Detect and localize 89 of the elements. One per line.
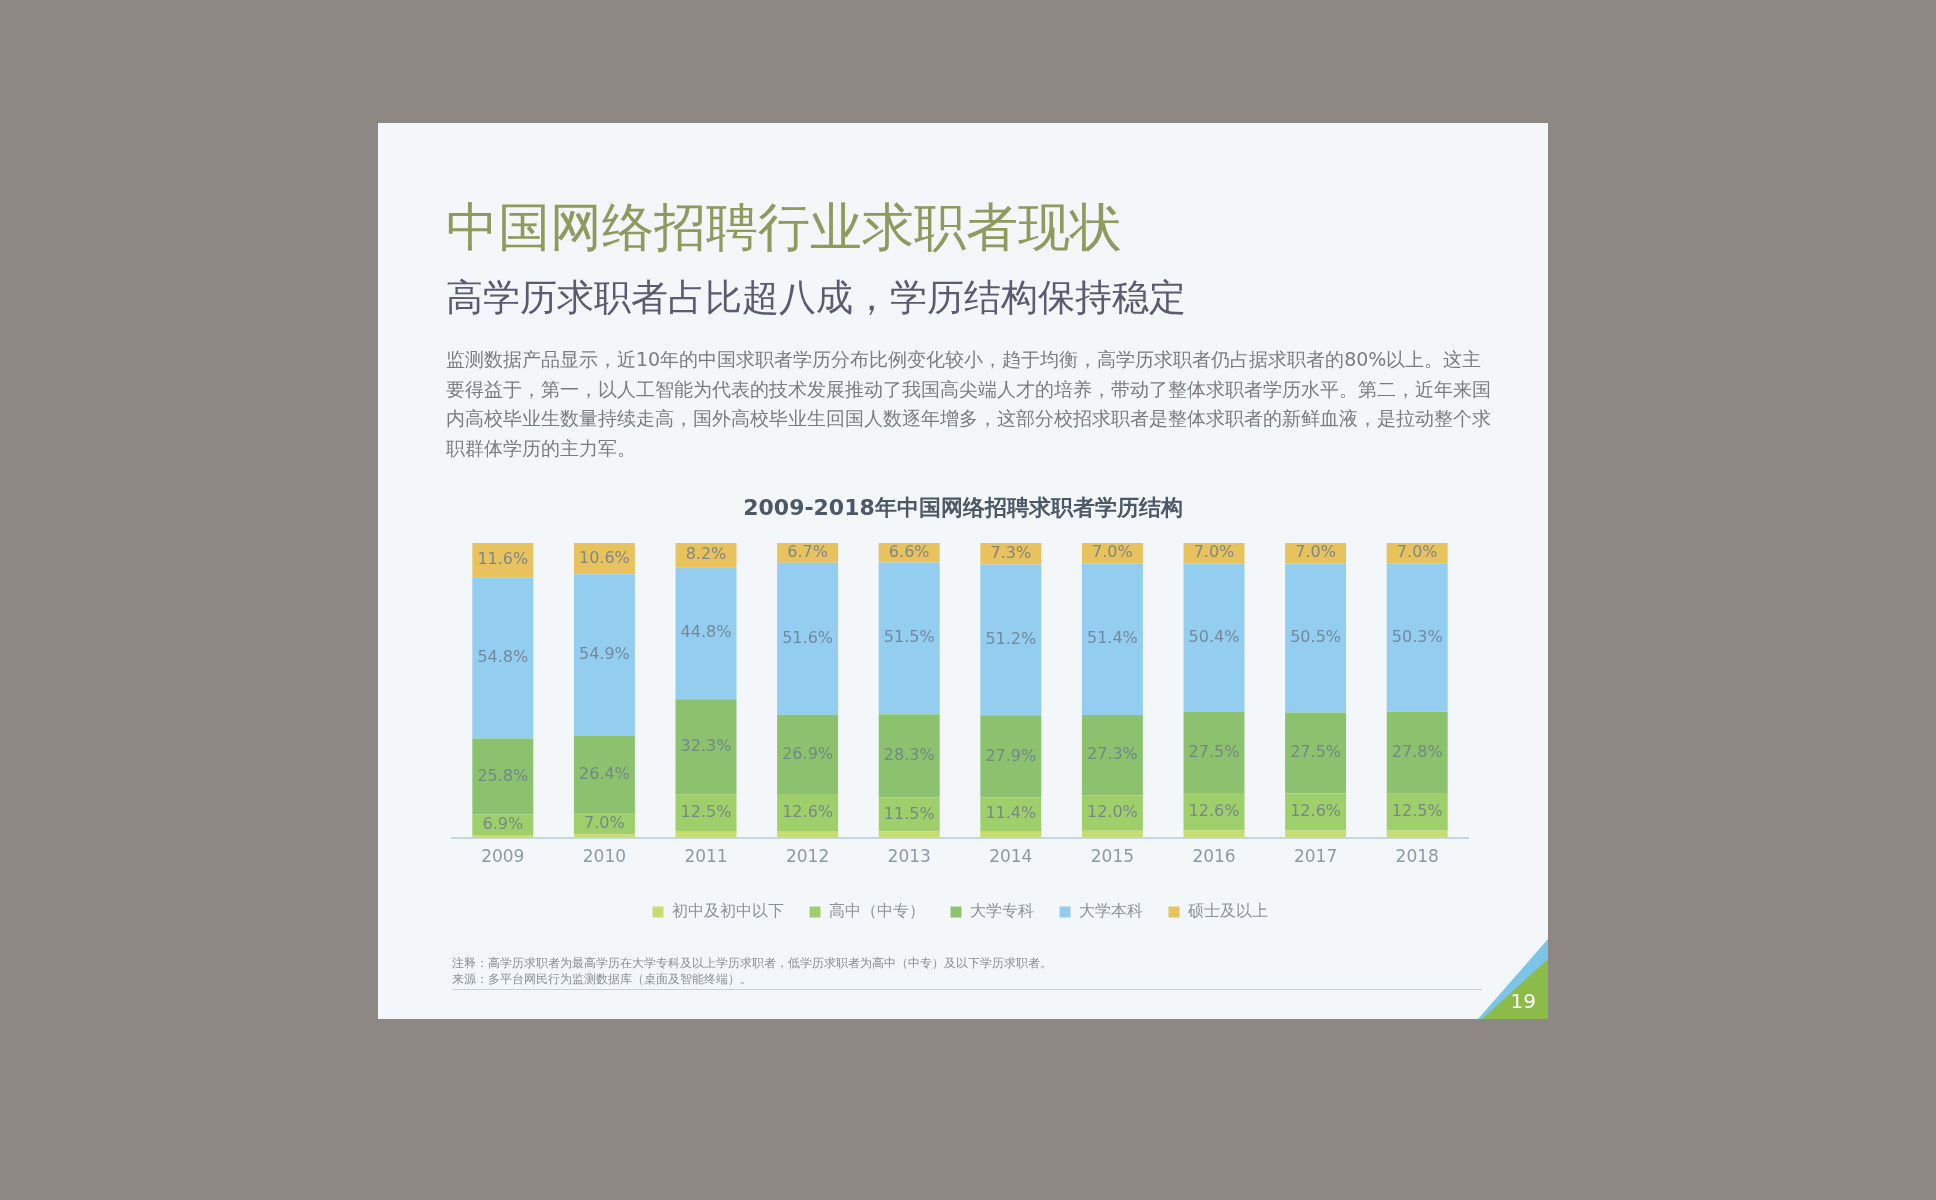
data-label: 12.0%: [1086, 802, 1138, 822]
bar: [980, 831, 1042, 838]
bar: [472, 577, 534, 739]
x-tick-label: 2018: [1395, 846, 1439, 867]
data-label: 50.5%: [1290, 627, 1342, 647]
text: 19: [1510, 989, 1536, 1013]
bar: [1183, 712, 1245, 794]
bar: [1285, 793, 1347, 831]
bar: [980, 564, 1042, 716]
data-label: 11.4%: [985, 803, 1037, 823]
bar: [777, 562, 839, 715]
data-label: 27.9%: [985, 745, 1037, 765]
data-label: 7.0%: [584, 813, 625, 833]
bar: [878, 714, 940, 798]
data-label: 50.4%: [1188, 627, 1240, 647]
chart-subtitle: 高学历求职者占比超八成，学历结构保持稳定: [446, 275, 1186, 321]
data-label: 6.6%: [888, 541, 930, 561]
chart-title: 中国网络招聘行业求职者现状: [446, 196, 1122, 259]
data-label: 28.3%: [883, 745, 935, 764]
bar: [472, 738, 534, 815]
data-label: 12.5%: [680, 801, 732, 821]
text: 2009-2018年中国网络招聘求职者学历结构: [742, 494, 1184, 522]
bar: [1081, 715, 1143, 796]
x-tick-label: 2013: [887, 846, 931, 867]
data-label: 7.0%: [1193, 542, 1235, 562]
legend-label: 硕士及以上: [1186, 901, 1268, 921]
x-tick-label: 2011: [684, 846, 728, 867]
legend-label: 大学本科: [1078, 901, 1143, 921]
data-label: 26.9%: [782, 743, 834, 763]
text: 监测数据产品显示，近10年的中国求职者学历分布比例变化较小，趋于均衡，高学历求职者仍占据求职者的80%以上。这主要得益于，第一，以人工智能为代表的技术发展推动了我国高尖端人才的培养，带动了整体求职者学历水平。第二，近年来国内高校毕业生数量持续走高，国外高校毕业生回国人数逐年增多，这部分校招求职者是整体求职者的新鲜血液，是拉动整个求职群体学历的主力军。: [446, 347, 1492, 461]
data-label: 8.2%: [685, 544, 727, 564]
bar: [573, 834, 635, 838]
x-tick-label: 2009: [481, 846, 525, 867]
bar: [1386, 711, 1448, 794]
bar: [573, 574, 635, 736]
data-label: 25.8%: [477, 765, 529, 785]
data-label: 51.6%: [782, 627, 834, 647]
data-label: 7.3%: [990, 542, 1032, 562]
data-label: 54.8%: [477, 647, 529, 667]
data-label: 6.7%: [787, 542, 828, 562]
data-label: 12.5%: [1391, 801, 1443, 821]
data-label: 44.8%: [680, 622, 732, 642]
data-label: 27.5%: [1188, 741, 1240, 761]
legend-label: 大学专科: [969, 901, 1034, 921]
data-label: 7.0%: [1092, 542, 1133, 562]
data-label: 27.3%: [1086, 744, 1138, 764]
bar: [777, 831, 839, 838]
bar: [1386, 563, 1448, 712]
bar: [777, 714, 839, 794]
data-label: 54.9%: [578, 644, 630, 664]
legend-label: 高中（中专）: [828, 901, 925, 921]
data-label: 11.5%: [883, 803, 935, 823]
bar: [980, 715, 1042, 798]
data-label: 7.0%: [1295, 542, 1336, 562]
source-note: 来源：多平台网民行为监测数据库（桌面及智能终端）。: [452, 971, 752, 988]
data-label: 12.6%: [1188, 800, 1240, 820]
bar: [573, 735, 635, 814]
bar: [878, 562, 940, 715]
bar: [1183, 563, 1245, 713]
data-label: 51.2%: [985, 629, 1037, 649]
x-tick-label: 2010: [582, 846, 627, 867]
bar: [675, 567, 737, 700]
x-tick-label: 2017: [1293, 846, 1338, 867]
bar: [675, 699, 737, 795]
data-label: 7.0%: [1396, 542, 1438, 562]
data-label: 12.6%: [782, 801, 834, 821]
data-label: 27.5%: [1290, 742, 1342, 762]
data-label: 6.9%: [482, 813, 524, 833]
legend-label: 初中及初中以下: [671, 901, 784, 921]
data-label: 12.6%: [1290, 801, 1342, 821]
data-label: 51.5%: [883, 627, 935, 647]
text: 注释：高学历求职者为最高学历在大学专科及以上学历求职者，低学历求职者为高中（中专）及以下学历求职者。: [452, 955, 1052, 972]
bar: [675, 831, 737, 838]
data-label: 10.6%: [578, 547, 630, 567]
bar: [1081, 563, 1143, 716]
x-tick-label: 2015: [1090, 846, 1135, 867]
bar: [1285, 712, 1347, 794]
data-label: 32.3%: [680, 735, 732, 755]
x-tick-label: 2014: [989, 846, 1033, 867]
data-label: 26.4%: [578, 764, 630, 784]
data-label: 51.4%: [1086, 628, 1138, 648]
data-label: 11.6%: [477, 549, 529, 569]
data-label: 50.3%: [1391, 626, 1443, 646]
x-tick-label: 2016: [1192, 846, 1236, 867]
bar: [878, 831, 940, 838]
bar: [1183, 830, 1245, 838]
x-tick-label: 2012: [785, 846, 830, 867]
data-label: 27.8%: [1391, 741, 1443, 761]
bar: [1285, 563, 1347, 713]
